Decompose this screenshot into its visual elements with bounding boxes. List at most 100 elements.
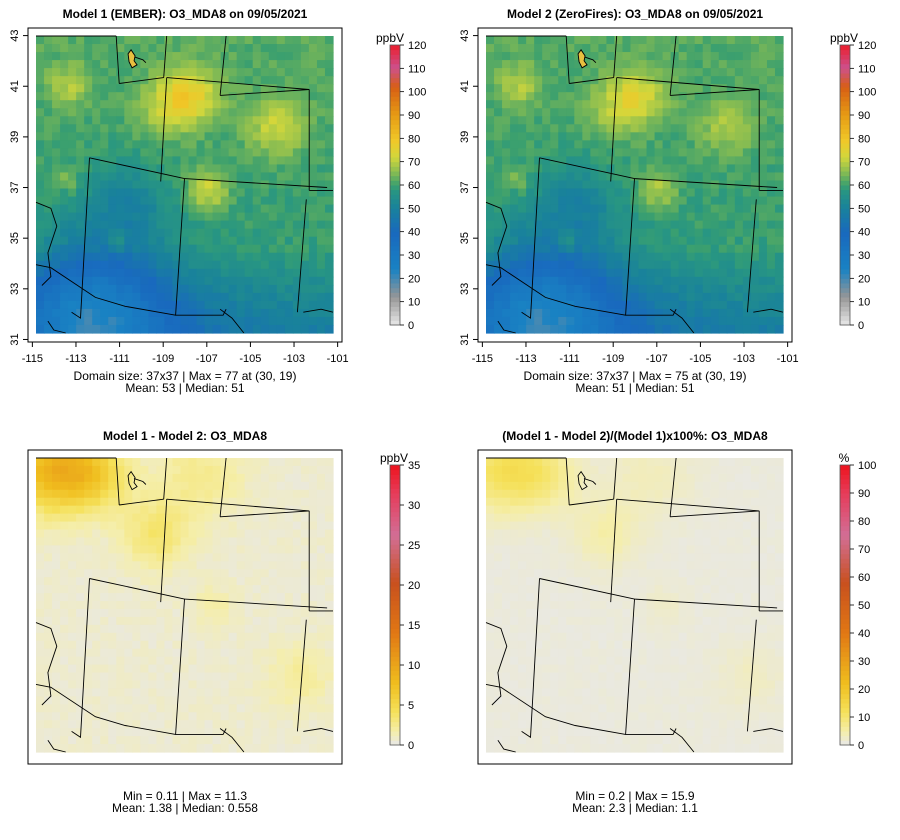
heatmap-cell xyxy=(124,616,133,626)
heatmap-cell xyxy=(292,744,302,753)
heatmap-cell xyxy=(550,505,559,515)
heatmap-cell xyxy=(654,505,664,515)
heatmap-cell xyxy=(220,124,230,133)
heatmap-cell xyxy=(662,124,672,133)
heatmap-cell xyxy=(638,252,648,262)
heatmap-cell xyxy=(742,260,752,270)
heatmap-cell xyxy=(260,664,270,674)
heatmap-cell xyxy=(124,505,133,515)
heatmap-cell xyxy=(316,688,326,697)
state-border-line xyxy=(133,478,147,485)
heatmap-cell xyxy=(718,268,728,278)
heatmap-cell xyxy=(164,276,174,286)
heatmap-cell xyxy=(44,608,53,618)
heatmap-cell xyxy=(750,108,760,117)
heatmap-cell xyxy=(44,308,53,318)
heatmap-cell xyxy=(316,489,326,499)
heatmap-cell xyxy=(172,585,182,594)
heatmap-cell xyxy=(156,140,166,149)
heatmap-cell xyxy=(180,672,190,682)
heatmap-cell xyxy=(188,473,198,483)
heatmap-cell xyxy=(52,728,61,737)
heatmap-cell xyxy=(718,36,728,45)
heatmap-cell xyxy=(316,324,326,334)
heatmap-cell xyxy=(172,84,182,93)
heatmap-cell xyxy=(518,92,527,101)
heatmap-cell xyxy=(510,497,519,507)
heatmap-cell xyxy=(228,100,238,109)
heatmap-cell xyxy=(550,132,559,141)
heatmap-cell xyxy=(654,316,664,326)
heatmap-cell xyxy=(694,220,704,230)
heatmap-cell xyxy=(638,212,648,222)
heatmap-cell xyxy=(204,744,214,753)
heatmap-cell xyxy=(260,736,270,745)
heatmap-cell xyxy=(574,228,583,238)
heatmap-cell xyxy=(60,188,69,198)
heatmap-cell xyxy=(220,276,230,286)
heatmap-cell xyxy=(614,529,624,539)
colorbar-tick-label: 80 xyxy=(408,133,420,145)
heatmap-cell xyxy=(92,212,101,222)
heatmap-cell xyxy=(622,276,632,286)
heatmap-cell xyxy=(734,116,744,125)
heatmap-cell xyxy=(76,720,85,729)
heatmap-cell xyxy=(140,180,149,190)
heatmap-cell xyxy=(574,164,583,174)
heatmap-cell xyxy=(52,196,61,206)
heatmap-cell xyxy=(646,553,656,562)
heatmap-cell xyxy=(148,529,158,539)
heatmap-cell xyxy=(236,529,246,539)
heatmap-cell xyxy=(582,252,591,262)
heatmap-cell xyxy=(630,300,640,310)
heatmap-cell xyxy=(518,84,527,93)
heatmap-cell xyxy=(550,300,559,310)
heatmap-cell xyxy=(300,593,310,602)
colorbar-swatch xyxy=(390,605,400,611)
heatmap-cell xyxy=(630,172,640,182)
heatmap-cell xyxy=(156,601,166,610)
heatmap-cell xyxy=(52,696,61,705)
heatmap-cell xyxy=(292,276,302,286)
heatmap-cell xyxy=(36,300,45,310)
heatmap-cell xyxy=(638,108,648,117)
heatmap-cell xyxy=(622,545,632,554)
heatmap-cell xyxy=(574,68,583,77)
state-border-line xyxy=(219,308,245,334)
heatmap-cell xyxy=(566,521,575,531)
heatmap-cell xyxy=(68,268,77,278)
colorbar-swatch xyxy=(840,320,850,326)
heatmap-cell xyxy=(518,505,527,515)
heatmap-cell xyxy=(574,284,583,294)
heatmap-cell xyxy=(710,228,720,238)
heatmap-cell xyxy=(606,465,616,475)
heatmap-cell xyxy=(518,292,527,302)
heatmap-cell xyxy=(510,553,519,562)
heatmap-cell xyxy=(766,284,776,294)
heatmap-cell xyxy=(132,148,141,158)
heatmap-cell xyxy=(100,529,109,539)
heatmap-cell xyxy=(60,648,69,658)
heatmap-cell xyxy=(148,688,158,697)
heatmap-cell xyxy=(180,529,190,539)
heatmap-cell xyxy=(100,92,109,101)
heatmap-cell xyxy=(702,284,712,294)
heatmap-cell xyxy=(260,44,270,53)
heatmap-cell xyxy=(598,84,608,93)
heatmap-cell xyxy=(220,537,230,547)
heatmap-cell xyxy=(558,236,567,246)
heatmap-cell xyxy=(300,60,310,69)
heatmap-cell xyxy=(590,196,599,206)
heatmap-cell xyxy=(566,76,575,85)
heatmap-cell xyxy=(188,108,198,117)
heatmap-cell xyxy=(622,465,632,475)
heatmap-cell xyxy=(526,481,535,491)
heatmap-cell xyxy=(68,481,77,491)
heatmap-cell xyxy=(76,585,85,594)
heatmap-cell xyxy=(188,712,198,721)
heatmap-cell xyxy=(100,316,109,326)
heatmap-cell xyxy=(252,728,262,737)
heatmap-cell xyxy=(108,624,117,634)
heatmap-cell xyxy=(300,465,310,475)
heatmap-cell xyxy=(252,204,262,214)
